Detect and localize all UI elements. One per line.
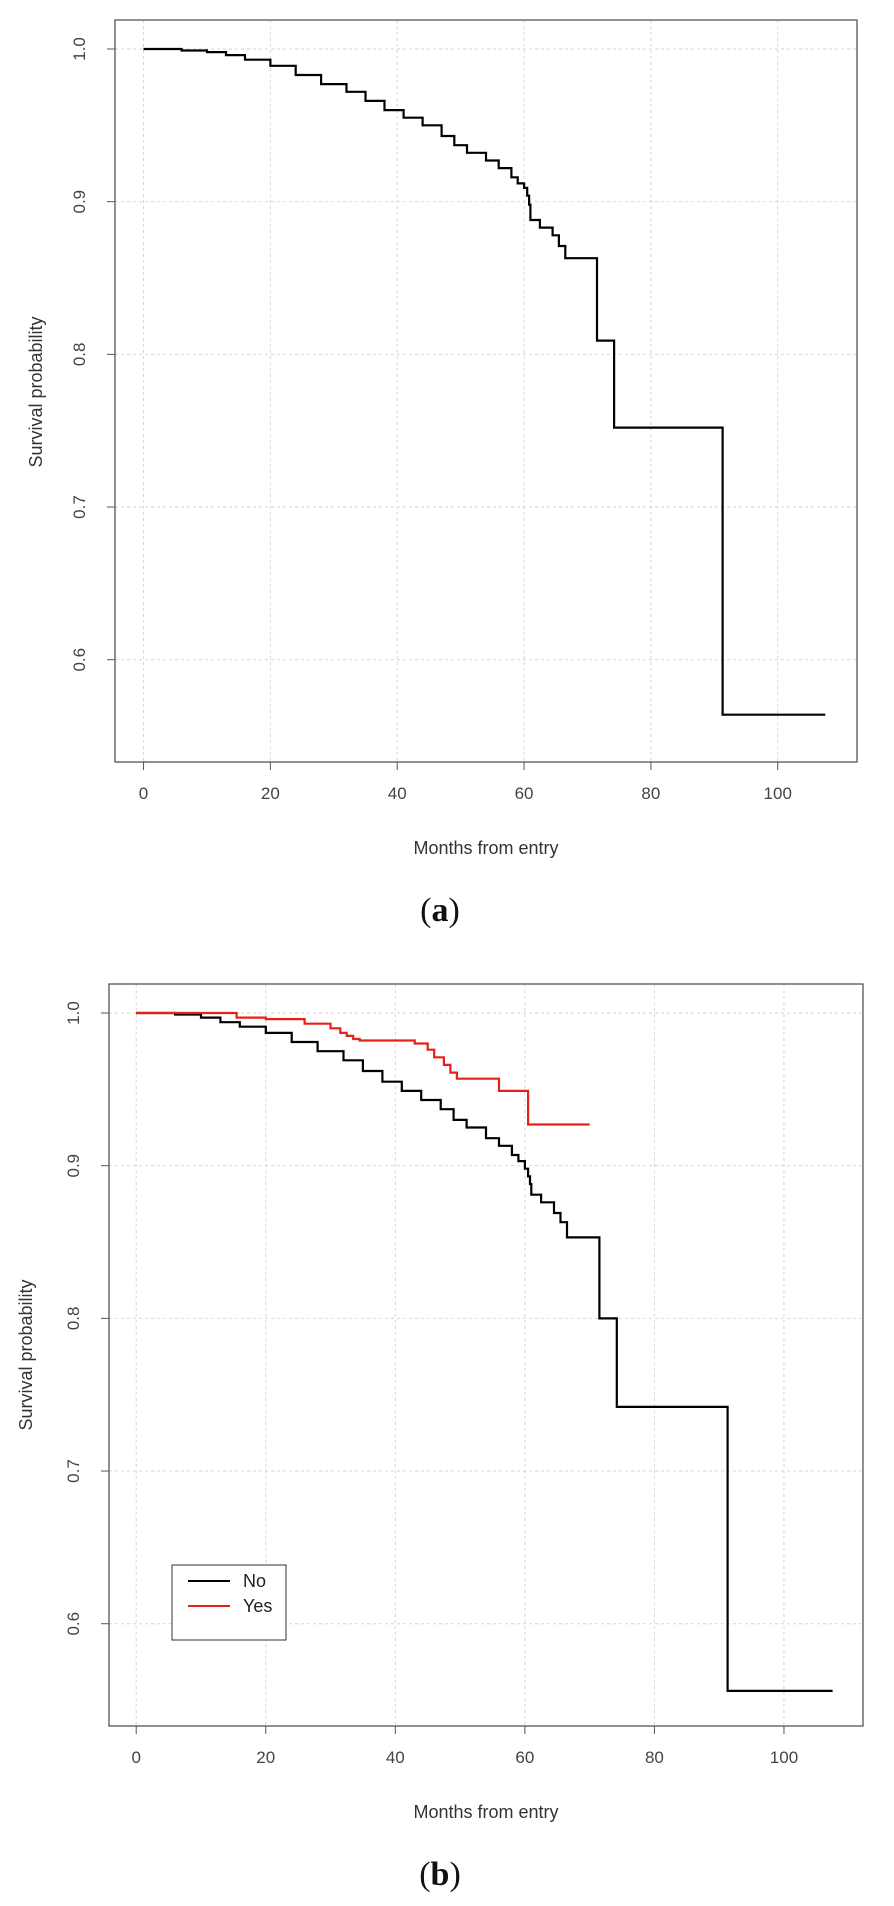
svg-text:(b): (b) bbox=[419, 1856, 461, 1893]
x-axis-a: 0 20 40 60 80 100 bbox=[139, 762, 792, 803]
panel-letter-a: (a) bbox=[420, 892, 460, 929]
x-tick-label: 100 bbox=[764, 784, 792, 803]
curves-b bbox=[136, 1011, 833, 1692]
x-tick-label: 80 bbox=[641, 784, 660, 803]
panel-a: 0 20 40 60 80 100 0.6 0.7 0.8 0.9 1.0 Months from… bbox=[26, 19, 858, 929]
grid-a bbox=[115, 20, 857, 762]
y-tick-label: 0.6 bbox=[70, 648, 89, 672]
panel-paren-close: ) bbox=[449, 1856, 460, 1893]
x-axis-title-a: Months from entry bbox=[413, 838, 558, 858]
y-tick-label: 0.8 bbox=[64, 1307, 83, 1331]
x-tick-label: 60 bbox=[515, 1748, 534, 1767]
survival-curve-yes bbox=[136, 1011, 590, 1126]
survival-curve-all-patients bbox=[143, 47, 826, 716]
y-axis-title-a: Survival probability bbox=[26, 316, 46, 467]
x-tick-label: 20 bbox=[261, 784, 280, 803]
panel-letter-b: (b) bbox=[419, 1856, 461, 1893]
y-axis-b: 0.6 0.7 0.8 0.9 1.0 bbox=[64, 1001, 109, 1636]
legend: No Yes bbox=[171, 1564, 287, 1641]
y-tick-label: 0.8 bbox=[70, 343, 89, 367]
legend-box bbox=[171, 1564, 287, 1641]
y-tick-label: 0.9 bbox=[70, 190, 89, 214]
curves-a bbox=[143, 47, 826, 716]
svg-text:(a): (a) bbox=[420, 892, 460, 929]
x-tick-label: 60 bbox=[515, 784, 534, 803]
plot-frame-b bbox=[108, 983, 864, 1727]
survival-curve-no bbox=[136, 1011, 833, 1692]
y-tick-label: 0.7 bbox=[70, 495, 89, 519]
plot-frame-a bbox=[114, 19, 858, 763]
legend-label-yes: Yes bbox=[243, 1596, 272, 1616]
x-tick-label: 0 bbox=[139, 784, 148, 803]
y-tick-label: 0.7 bbox=[64, 1459, 83, 1483]
panel-paren-open: ( bbox=[420, 892, 431, 929]
x-tick-label: 40 bbox=[386, 1748, 405, 1767]
x-tick-label: 20 bbox=[256, 1748, 275, 1767]
y-tick-label: 1.0 bbox=[70, 37, 89, 61]
panel-paren-close: ) bbox=[449, 892, 460, 929]
x-tick-label: 100 bbox=[770, 1748, 798, 1767]
x-tick-label: 40 bbox=[388, 784, 407, 803]
y-tick-label: 0.6 bbox=[64, 1612, 83, 1636]
y-axis-a: 0.6 0.7 0.8 0.9 1.0 bbox=[70, 37, 115, 672]
panel-b: 0 20 40 60 80 100 0.6 0.7 0.8 0.9 1.0 No Yes Mont… bbox=[16, 983, 864, 1893]
x-tick-label: 0 bbox=[131, 1748, 140, 1767]
y-tick-label: 1.0 bbox=[64, 1001, 83, 1025]
y-tick-label: 0.9 bbox=[64, 1154, 83, 1178]
x-tick-label: 80 bbox=[645, 1748, 664, 1767]
legend-label-no: No bbox=[243, 1571, 266, 1591]
x-axis-title-b: Months from entry bbox=[413, 1802, 558, 1822]
panel-paren-open: ( bbox=[419, 1856, 430, 1893]
x-axis-b: 0 20 40 60 80 100 bbox=[131, 1726, 798, 1767]
y-axis-title-b: Survival probability bbox=[16, 1279, 36, 1430]
panel-label-b: b bbox=[431, 1856, 450, 1893]
panel-label-a: a bbox=[432, 892, 449, 929]
